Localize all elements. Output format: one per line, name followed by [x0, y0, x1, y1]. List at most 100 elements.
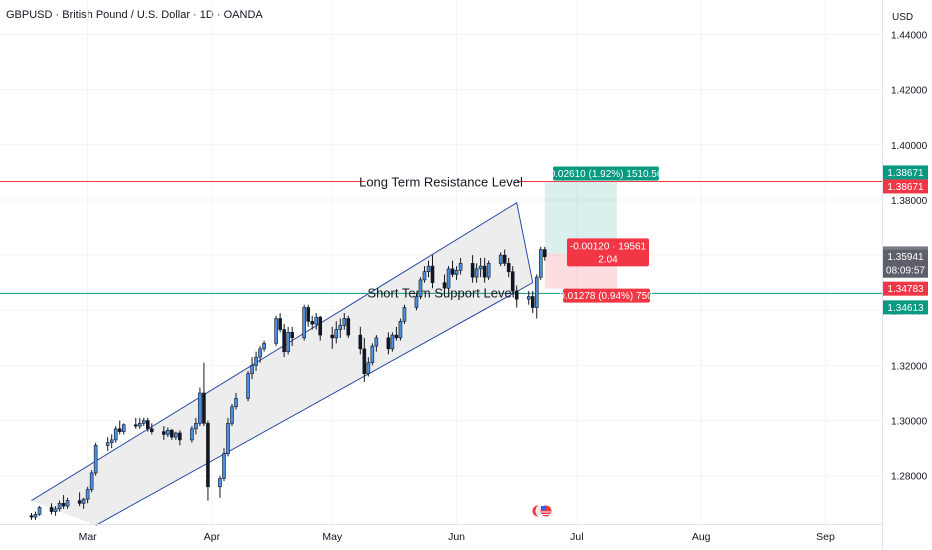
candle[interactable] [141, 417, 146, 427]
candle[interactable] [290, 326, 294, 347]
candle[interactable] [454, 266, 459, 280]
candle[interactable] [170, 428, 174, 440]
candle[interactable] [402, 304, 407, 325]
candle[interactable] [310, 315, 315, 330]
candle[interactable] [61, 495, 66, 509]
candle[interactable] [442, 274, 447, 294]
candle[interactable] [166, 427, 170, 438]
symbol-title[interactable]: GBPUSD · British Pound / U.S. Dollar · 1… [6, 9, 263, 21]
price-tag[interactable]: 1.34783 [883, 281, 928, 296]
candle[interactable] [414, 293, 419, 311]
price-tag[interactable]: 1.35941 08:09:57 [883, 249, 928, 278]
candle[interactable] [474, 263, 479, 283]
candle[interactable] [137, 417, 142, 429]
candle[interactable] [530, 290, 535, 314]
candle[interactable] [278, 313, 282, 333]
candle[interactable] [502, 249, 507, 267]
candle[interactable] [162, 426, 166, 440]
candle[interactable] [53, 506, 58, 516]
candle[interactable] [314, 313, 319, 330]
candle[interactable] [506, 257, 511, 278]
candle[interactable] [486, 260, 491, 280]
candle[interactable] [190, 426, 194, 443]
candle[interactable] [258, 346, 262, 363]
candle[interactable] [334, 321, 339, 344]
candle[interactable] [398, 318, 403, 341]
candle[interactable] [81, 497, 86, 509]
candle[interactable] [202, 362, 206, 427]
candle[interactable] [113, 426, 118, 443]
candle[interactable] [482, 257, 487, 283]
candle[interactable] [430, 255, 435, 289]
candle[interactable] [37, 506, 42, 516]
candle[interactable] [206, 420, 210, 501]
candle[interactable] [282, 324, 286, 358]
candle[interactable] [374, 335, 379, 352]
candle[interactable] [121, 423, 126, 435]
price-tag[interactable]: 1.38671 [883, 165, 928, 180]
candle[interactable] [178, 430, 182, 446]
candle[interactable] [150, 423, 154, 435]
candle[interactable] [93, 442, 98, 476]
candle[interactable] [386, 332, 391, 355]
candle[interactable] [286, 326, 290, 355]
candle[interactable] [49, 503, 54, 515]
candle[interactable] [218, 475, 222, 498]
candle[interactable] [450, 260, 455, 278]
channel-lower-line[interactable] [95, 282, 533, 526]
candle[interactable] [29, 512, 34, 520]
candle[interactable] [226, 417, 230, 457]
candle[interactable] [117, 420, 122, 435]
candle[interactable] [358, 326, 363, 355]
candle[interactable] [302, 304, 306, 341]
candle[interactable] [390, 332, 395, 352]
candle[interactable] [250, 357, 254, 380]
candle[interactable] [174, 431, 178, 440]
candle[interactable] [33, 511, 38, 520]
price-tag[interactable]: 1.38671 [883, 179, 928, 194]
candle[interactable] [105, 437, 110, 451]
candle[interactable] [514, 285, 519, 308]
candle[interactable] [534, 274, 539, 319]
candle[interactable] [538, 246, 543, 280]
candle[interactable] [542, 246, 547, 261]
candle[interactable] [318, 315, 323, 341]
candle[interactable] [446, 266, 451, 291]
price-tag[interactable]: 1.34613 [883, 300, 928, 315]
candle[interactable] [57, 500, 62, 512]
candle[interactable] [109, 434, 114, 449]
candle[interactable] [422, 266, 427, 283]
candle[interactable] [338, 318, 343, 338]
candle[interactable] [370, 343, 375, 366]
candle[interactable] [342, 313, 347, 330]
candle[interactable] [366, 357, 371, 377]
candle[interactable] [198, 387, 202, 427]
candle[interactable] [470, 255, 475, 283]
candle[interactable] [65, 497, 70, 509]
candle[interactable] [77, 492, 82, 507]
economic-events-flag-icon[interactable] [531, 504, 553, 518]
candle[interactable] [85, 486, 90, 504]
candle[interactable] [458, 257, 463, 275]
candle[interactable] [246, 370, 250, 402]
candle[interactable] [222, 448, 226, 482]
candle[interactable] [346, 315, 351, 338]
candle[interactable] [426, 260, 431, 278]
currency-label[interactable]: USD [892, 12, 913, 23]
candle[interactable] [394, 326, 399, 341]
candle[interactable] [133, 417, 138, 429]
candle[interactable] [194, 417, 198, 435]
candle[interactable] [230, 404, 234, 427]
channel-upper-line[interactable] [31, 202, 517, 501]
candle[interactable] [498, 252, 503, 267]
candle[interactable] [478, 257, 483, 278]
candle[interactable] [330, 326, 335, 349]
candle[interactable] [89, 470, 94, 493]
candle[interactable] [526, 290, 531, 305]
candle[interactable] [306, 304, 310, 327]
candle[interactable] [510, 266, 515, 294]
candle[interactable] [418, 277, 423, 300]
candle[interactable] [234, 393, 238, 410]
